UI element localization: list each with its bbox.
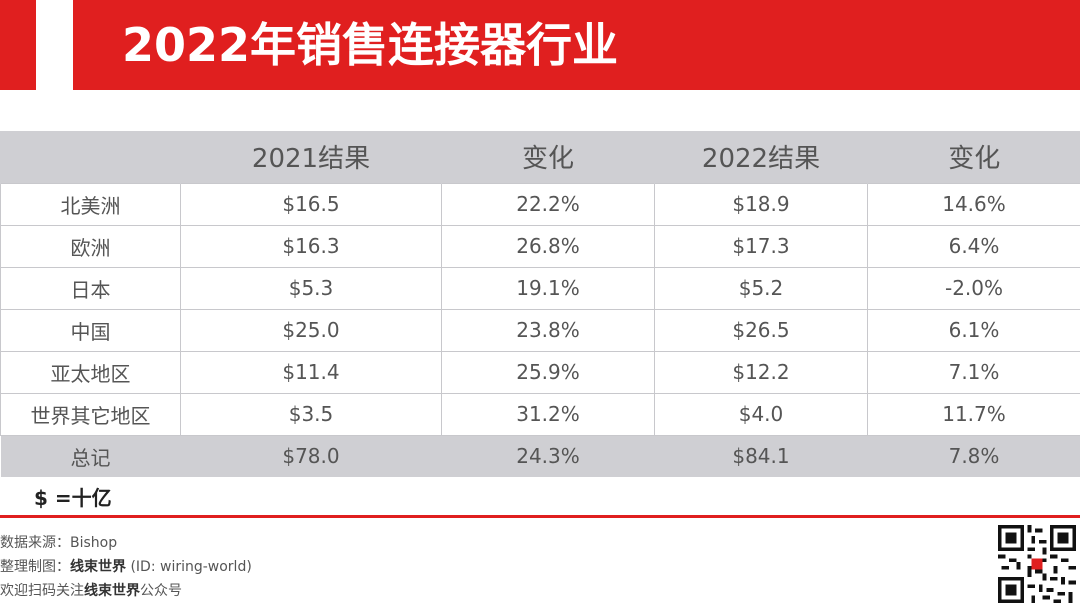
change-2022-cell: 14.6% bbox=[867, 182, 1080, 226]
title-banner bbox=[73, 0, 1080, 90]
table-row: 日本 $5.3 19.1% $5.2 -2.0% bbox=[0, 266, 1080, 310]
column-header-2022-change: 变化 bbox=[867, 131, 1080, 183]
table-row: 中国 $25.0 23.8% $26.5 6.1% bbox=[0, 308, 1080, 352]
result-2021-cell: $3.5 bbox=[180, 392, 442, 436]
total-2022-change-cell: 7.8% bbox=[867, 434, 1080, 477]
source-value: Bishop bbox=[70, 535, 118, 551]
compiled-line: 整理制图：线束世界 (ID: wiring-world) bbox=[0, 555, 252, 579]
source-label: 数据来源： bbox=[0, 535, 70, 551]
sales-table-container: 2021结果 变化 2022结果 变化 北美洲 $16.5 22.2% $18.… bbox=[0, 131, 1080, 477]
result-2021-cell: $25.0 bbox=[180, 308, 442, 352]
region-cell: 中国 bbox=[0, 308, 181, 352]
result-2022-cell: $4.0 bbox=[654, 392, 868, 436]
column-header-2021-result: 2021结果 bbox=[180, 131, 442, 183]
result-2021-cell: $11.4 bbox=[180, 350, 442, 394]
banner-accent-block bbox=[0, 0, 36, 90]
table-header-row: 2021结果 变化 2022结果 变化 bbox=[0, 131, 1080, 183]
change-2021-cell: 25.9% bbox=[441, 350, 655, 394]
table-row: 欧洲 $16.3 26.8% $17.3 6.4% bbox=[0, 224, 1080, 268]
table-total-row: 总记 $78.0 24.3% $84.1 7.8% bbox=[0, 434, 1080, 477]
result-2021-cell: $5.3 bbox=[180, 266, 442, 310]
column-header-2022-result: 2022结果 bbox=[654, 131, 868, 183]
change-2022-cell: 11.7% bbox=[867, 392, 1080, 436]
total-2021-cell: $78.0 bbox=[180, 434, 442, 477]
total-label-cell: 总记 bbox=[0, 434, 181, 477]
change-2022-cell: 6.1% bbox=[867, 308, 1080, 352]
change-2021-cell: 31.2% bbox=[441, 392, 655, 436]
table-row: 世界其它地区 $3.5 31.2% $4.0 11.7% bbox=[0, 392, 1080, 436]
result-2021-cell: $16.3 bbox=[180, 224, 442, 268]
source-line: 数据来源：Bishop bbox=[0, 531, 252, 555]
result-2021-cell: $16.5 bbox=[180, 182, 442, 226]
result-2022-cell: $17.3 bbox=[654, 224, 868, 268]
total-2021-change-cell: 24.3% bbox=[441, 434, 655, 477]
follow-line: 欢迎扫码关注线束世界公众号 bbox=[0, 579, 252, 603]
unit-note: $ =十亿 bbox=[34, 486, 112, 510]
compiled-label: 整理制图： bbox=[0, 559, 70, 575]
change-2021-cell: 19.1% bbox=[441, 266, 655, 310]
page-title: 2022年销售连接器行业 bbox=[122, 18, 619, 72]
change-2022-cell: -2.0% bbox=[867, 266, 1080, 310]
follow-brand: 线束世界 bbox=[84, 583, 140, 599]
change-2022-cell: 7.1% bbox=[867, 350, 1080, 394]
table-row: 北美洲 $16.5 22.2% $18.9 14.6% bbox=[0, 182, 1080, 226]
total-2022-cell: $84.1 bbox=[654, 434, 868, 477]
change-2021-cell: 23.8% bbox=[441, 308, 655, 352]
region-cell: 日本 bbox=[0, 266, 181, 310]
footer-credits: 数据来源：Bishop 整理制图：线束世界 (ID: wiring-world)… bbox=[0, 531, 252, 603]
qr-code-icon[interactable] bbox=[998, 525, 1076, 603]
change-2021-cell: 26.8% bbox=[441, 224, 655, 268]
divider-line bbox=[0, 515, 1080, 518]
column-header-2021-change: 变化 bbox=[441, 131, 655, 183]
result-2022-cell: $12.2 bbox=[654, 350, 868, 394]
sales-table: 2021结果 变化 2022结果 变化 北美洲 $16.5 22.2% $18.… bbox=[0, 131, 1080, 477]
change-2021-cell: 22.2% bbox=[441, 182, 655, 226]
table-row: 亚太地区 $11.4 25.9% $12.2 7.1% bbox=[0, 350, 1080, 394]
follow-suffix: 公众号 bbox=[140, 583, 182, 599]
change-2022-cell: 6.4% bbox=[867, 224, 1080, 268]
region-cell: 世界其它地区 bbox=[0, 392, 181, 436]
region-cell: 欧洲 bbox=[0, 224, 181, 268]
region-cell: 北美洲 bbox=[0, 182, 181, 226]
column-header-region bbox=[0, 131, 181, 183]
compiled-brand: 线束世界 bbox=[70, 559, 126, 575]
compiled-id: (ID: wiring-world) bbox=[126, 559, 252, 575]
result-2022-cell: $18.9 bbox=[654, 182, 868, 226]
follow-prefix: 欢迎扫码关注 bbox=[0, 583, 84, 599]
result-2022-cell: $5.2 bbox=[654, 266, 868, 310]
result-2022-cell: $26.5 bbox=[654, 308, 868, 352]
region-cell: 亚太地区 bbox=[0, 350, 181, 394]
